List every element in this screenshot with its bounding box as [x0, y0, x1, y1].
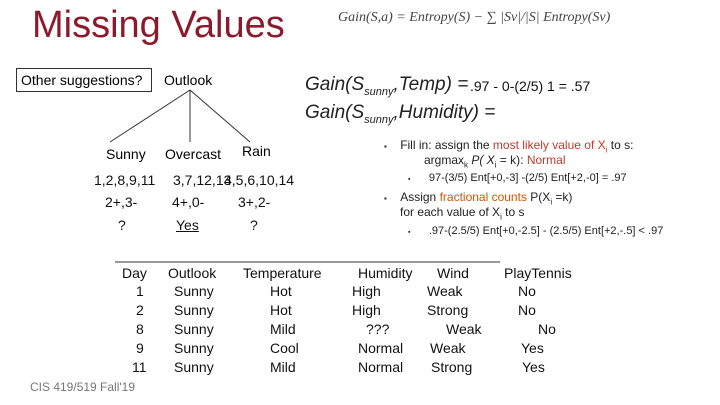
cell-temperature: Mild [270, 321, 296, 337]
days-sunny: 1,2,8,9,11 [94, 172, 156, 188]
gain-hum-sub: sunny [364, 113, 394, 126]
cell-outlook: Sunny [174, 283, 214, 299]
cell-outlook: Sunny [174, 340, 214, 356]
page-title: Missing Values [32, 4, 285, 46]
cell-day: 2 [136, 302, 144, 318]
bullet-argmax: argmaxk P( Xi = k): Normal [424, 153, 566, 170]
branch-rain: Rain [242, 143, 271, 159]
count-overcast: 4+,0- [172, 194, 205, 210]
table-header-humidity: Humidity [358, 265, 413, 281]
count-sunny: 2+,3- [105, 194, 138, 210]
branch-overcast: Overcast [165, 146, 222, 162]
cell-day: 11 [132, 359, 147, 375]
gain-formula: Gain(S,a) = Entropy(S) − ∑ |Sv|/|S| Entr… [338, 10, 611, 25]
cell-wind: Strong [431, 359, 473, 375]
cell-wind: Weak [427, 283, 463, 299]
cell-temperature: Hot [270, 283, 292, 299]
days-overcast: 3,7,12,13 [173, 172, 232, 188]
cell-humidity: Normal [358, 340, 404, 356]
gain-humidity-label: Gain(Ssunny,Humidity) = [305, 102, 495, 126]
label-sunny: ? [118, 217, 126, 233]
cell-playtennis: No [538, 321, 556, 337]
sub-bullet-1: ▪ 97-(3/5) Ent[+0,-3] -(2/5) Ent[+2,-0] … [408, 172, 627, 184]
table-header-wind: Wind [437, 265, 469, 281]
cell-temperature: Hot [270, 302, 292, 318]
gain-temp-sub: sunny [364, 85, 394, 98]
table-header-playtennis: PlayTennis [504, 265, 572, 281]
cell-humidity: Normal [358, 359, 404, 375]
cell-humidity: ??? [366, 321, 390, 337]
days-rain: 4,5,6,10,14 [224, 172, 295, 188]
cell-outlook: Sunny [174, 321, 214, 337]
cell-day: 1 [136, 283, 144, 299]
cell-temperature: Cool [270, 340, 299, 356]
gain-temp-label: Gain(Ssunny,Temp) = [305, 74, 468, 98]
gain-temp-rest: ,Temp) = [393, 74, 469, 95]
question-box: Other suggestions? [16, 68, 152, 92]
label-rain: ? [250, 217, 258, 233]
cell-humidity: High [352, 283, 381, 299]
cell-playtennis: No [518, 302, 536, 318]
count-rain: 3+,2- [238, 194, 271, 210]
cell-wind: Weak [446, 321, 482, 337]
gain-temp-value: .97 - 0-(2/5) 1 = .57 [470, 78, 591, 94]
gain-temp-text: Gain(S [305, 74, 365, 95]
table-header-temperature: Temperature [243, 265, 322, 281]
cell-playtennis: Yes [522, 359, 545, 375]
bullet-fill-in: ▪ Fill in: assign the most likely value … [384, 138, 634, 155]
branch-line-sunny [109, 89, 191, 143]
cell-playtennis: Yes [521, 340, 544, 356]
cell-humidity: High [352, 302, 381, 318]
table-header-outlook: Outlook [168, 265, 217, 281]
branch-line-rain [189, 89, 251, 143]
cell-day: 8 [136, 321, 144, 337]
sub-bullet-2: ▪ .97-(2.5/5) Ent[+0,-2.5] - (2.5/5) Ent… [408, 225, 664, 237]
cell-wind: Strong [427, 302, 469, 318]
cell-playtennis: No [518, 283, 536, 299]
table-header-day: Day [122, 265, 147, 281]
tree-root: Outlook [164, 72, 213, 88]
gain-hum-rest: ,Humidity) = [393, 102, 496, 123]
bullet-assign-line2: for each value of Xi to s [400, 205, 525, 222]
footer-course: CIS 419/519 Fall'19 [30, 380, 136, 394]
cell-outlook: Sunny [174, 359, 214, 375]
cell-temperature: Mild [270, 359, 296, 375]
label-overcast: Yes [176, 217, 199, 233]
gain-hum-text: Gain(S [305, 102, 365, 123]
cell-outlook: Sunny [174, 302, 214, 318]
branch-sunny: Sunny [106, 146, 146, 162]
bullet-assign: ▪ Assign fractional counts P(Xi =k) [384, 190, 573, 207]
cell-wind: Weak [430, 340, 466, 356]
cell-day: 9 [136, 340, 144, 356]
